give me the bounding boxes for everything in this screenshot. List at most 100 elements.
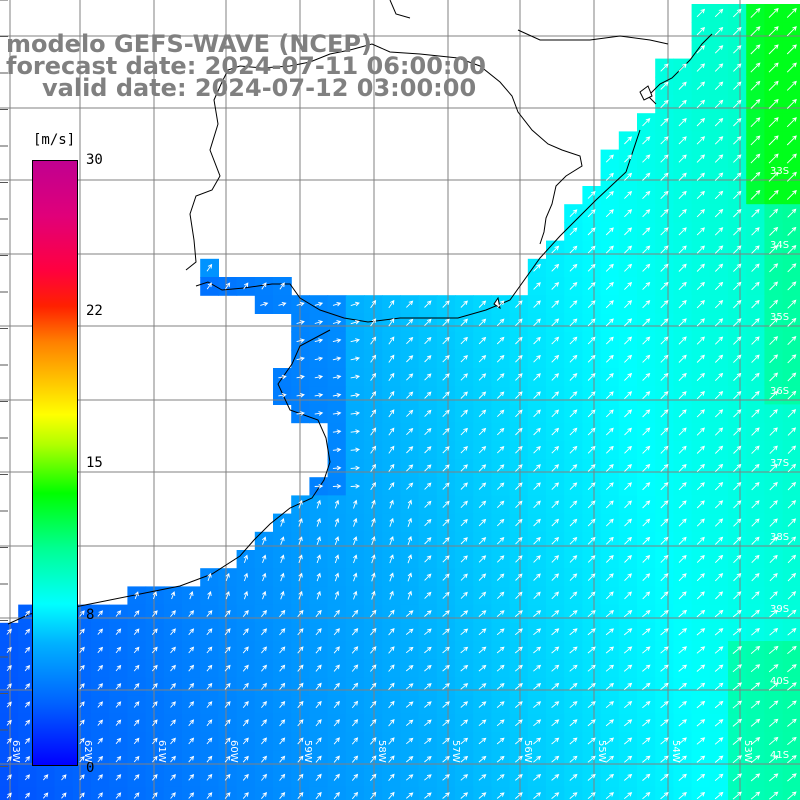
wind-arrow: [751, 409, 760, 418]
wind-arrow: [424, 683, 432, 690]
wind-arrow: [787, 554, 797, 564]
wind-arrow: [660, 664, 669, 672]
wind-arrow: [769, 354, 779, 364]
wind-arrow: [769, 700, 779, 709]
wind-arrow: [624, 209, 633, 218]
wind-arrow: [424, 500, 432, 508]
wind-arrow: [79, 646, 85, 654]
wind-arrow: [406, 482, 414, 490]
wind-arrow: [496, 719, 505, 727]
wind-arrow: [587, 500, 596, 509]
wind-arrow: [61, 792, 67, 799]
wind-arrow: [442, 537, 450, 545]
wind-arrow: [350, 301, 360, 307]
wind-arrow: [316, 590, 321, 600]
wind-arrow: [316, 499, 321, 509]
wind-arrow: [333, 719, 340, 727]
wind-arrow: [733, 81, 742, 90]
wind-arrow: [515, 445, 523, 454]
wind-arrow: [225, 591, 230, 600]
wind-arrow: [696, 737, 706, 745]
wind-arrow: [678, 664, 688, 672]
wind-arrow: [24, 646, 31, 653]
wind-arrow: [660, 518, 669, 527]
wind-arrow: [97, 737, 104, 745]
wind-arrow: [79, 719, 85, 726]
wind-arrow: [660, 573, 669, 582]
wind-arrow: [460, 482, 468, 490]
wind-arrow: [786, 153, 797, 164]
wind-arrow: [569, 263, 578, 272]
wind-arrow: [280, 554, 285, 564]
wind-arrow: [424, 336, 432, 345]
wind-arrow: [314, 411, 324, 416]
wind-arrow: [714, 336, 724, 345]
wind-arrow: [733, 154, 742, 163]
wind-arrow: [206, 737, 213, 745]
wind-arrow: [696, 154, 706, 163]
wind-arrow: [298, 499, 303, 509]
wind-arrow: [551, 263, 560, 272]
wind-arrow: [279, 719, 286, 727]
wind-arrow: [315, 719, 322, 727]
wind-arrow: [97, 755, 104, 763]
lon-label: 55W: [596, 740, 607, 763]
wind-arrow: [642, 391, 651, 400]
wind-arrow: [515, 518, 523, 527]
wind-arrow: [678, 682, 687, 690]
wind-arrow: [678, 409, 687, 418]
wind-arrow: [787, 445, 797, 454]
wind-arrow: [533, 536, 541, 545]
wind-arrow: [605, 427, 614, 436]
wind-arrow: [769, 573, 778, 582]
wind-arrow: [642, 245, 651, 254]
wind-arrow: [624, 136, 633, 145]
wind-arrow: [733, 63, 742, 72]
wind-arrow: [787, 518, 797, 527]
wind-arrow: [750, 700, 761, 709]
wind-arrow: [714, 300, 724, 309]
wind-arrow: [407, 590, 413, 600]
wind-arrow: [389, 536, 394, 546]
wind-arrow: [351, 627, 359, 636]
wind-arrow: [533, 610, 542, 617]
wind-arrow: [696, 263, 705, 272]
wind-cell: [0, 786, 19, 800]
wind-arrow: [660, 391, 669, 400]
wind-arrow: [624, 372, 633, 381]
wind-arrow: [460, 792, 469, 799]
wind-arrow: [370, 718, 377, 727]
wind-arrow: [406, 391, 414, 399]
wind-arrow: [533, 427, 541, 436]
wind-arrow: [261, 719, 268, 727]
wind-arrow: [152, 737, 158, 745]
wind-arrow: [551, 591, 560, 600]
wind-arrow: [714, 628, 724, 636]
wind-arrow: [624, 318, 633, 327]
wind-arrow: [678, 609, 688, 618]
lat-label: 35S: [770, 312, 790, 323]
wind-arrow: [515, 300, 523, 308]
wind-arrow: [569, 719, 578, 727]
wind-arrow: [587, 664, 596, 672]
wind-arrow: [732, 682, 743, 691]
wind-arrow: [133, 701, 140, 708]
wind-arrow: [424, 373, 432, 381]
wind-arrow: [189, 591, 194, 600]
wind-arrow: [424, 537, 432, 545]
colorbar-tick-22: 22: [86, 303, 103, 319]
lon-label: 58W: [376, 740, 387, 763]
wind-arrow: [405, 610, 414, 617]
wind-arrow: [370, 409, 377, 418]
wind-arrow: [624, 482, 632, 491]
wind-arrow: [170, 591, 176, 600]
wind-arrow: [660, 500, 669, 509]
wind-arrow: [460, 573, 468, 581]
wind-arrow: [732, 700, 743, 709]
wind-arrow: [623, 664, 633, 672]
wind-arrow: [496, 537, 505, 545]
wind-arrow: [496, 500, 505, 509]
wind-arrow: [6, 756, 12, 763]
wind-arrow: [660, 154, 669, 163]
